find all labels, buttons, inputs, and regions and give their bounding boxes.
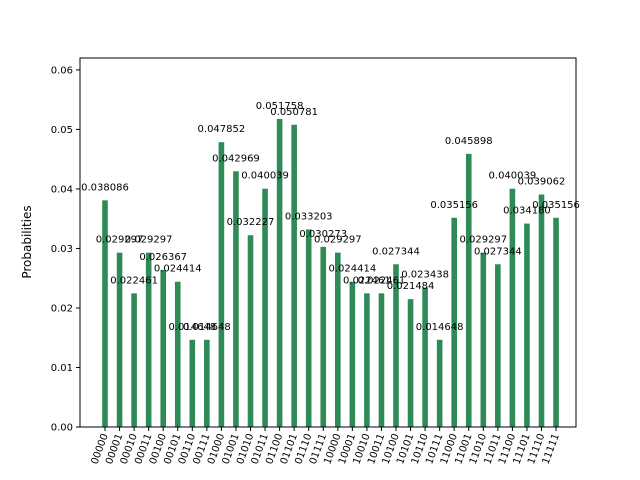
bar-value-label: 0.050781	[270, 107, 318, 118]
bar	[436, 339, 443, 427]
y-tick-label: 0.02	[51, 303, 73, 314]
bar	[465, 153, 472, 427]
bar	[480, 252, 487, 427]
bar	[393, 264, 399, 427]
plot-frame	[79, 57, 577, 428]
bar-value-label: 0.030273	[299, 229, 347, 240]
bar	[174, 281, 181, 427]
bar-value-label: 0.027344	[474, 246, 522, 257]
bar	[349, 281, 356, 427]
bar	[509, 188, 516, 427]
bar	[247, 235, 254, 427]
bar-value-label: 0.042969	[212, 153, 260, 164]
bar-value-label: 0.021484	[387, 281, 435, 292]
y-tick-label: 0.06	[51, 65, 73, 76]
bar-value-label: 0.033203	[285, 211, 333, 222]
bar	[495, 264, 501, 427]
bar-value-label: 0.040039	[489, 171, 537, 182]
bar-value-label: 0.022461	[343, 275, 391, 286]
bar-value-label: 0.027344	[372, 246, 420, 257]
bar	[276, 118, 283, 428]
y-tick-label: 0.01	[51, 363, 73, 374]
bar-value-label: 0.035156	[430, 200, 478, 211]
bar-value-label: 0.045898	[445, 136, 493, 147]
y-tick-label: 0.04	[51, 184, 73, 195]
bar	[218, 142, 225, 427]
bar	[553, 217, 559, 427]
bar-value-label: 0.026367	[139, 252, 187, 263]
bar	[538, 194, 545, 427]
bars-group	[102, 118, 559, 428]
bar	[131, 293, 137, 427]
bar-value-label: 0.029297	[314, 235, 362, 246]
data-labels-group: 0.038086 0.029297 0.022461 0.029297 0.026367…	[81, 101, 580, 333]
y-axis: 0.00 0.01 0.02 0.03 0.04 0.05 0.06	[51, 65, 80, 434]
bar	[524, 223, 530, 427]
bar-value-label: 0.029297	[125, 235, 173, 246]
bar-value-label: 0.032227	[227, 217, 275, 228]
bar	[160, 270, 166, 427]
bar-value-label: 0.022461	[110, 275, 158, 286]
bar-value-label: 0.051758	[256, 101, 304, 112]
bar-value-label: 0.024414	[328, 264, 376, 275]
bar-value-label: 0.035156	[532, 200, 580, 211]
bar-value-label: 0.014648	[183, 322, 231, 333]
bar	[378, 293, 385, 427]
bar-value-label: 0.022461	[358, 275, 406, 286]
bar	[189, 339, 196, 427]
bar	[364, 293, 370, 427]
bar-value-label: 0.029297	[459, 235, 507, 246]
bar	[233, 171, 239, 427]
bar-value-label: 0.014648	[168, 322, 216, 333]
bar	[102, 200, 108, 427]
bar-value-label: 0.014648	[416, 322, 464, 333]
bar	[451, 217, 457, 427]
bar	[422, 287, 428, 427]
bar-value-label: 0.024414	[154, 264, 202, 275]
bar-value-label: 0.034180	[503, 206, 551, 217]
bar-value-label: 0.038086	[81, 182, 129, 193]
bar	[262, 188, 268, 427]
bar	[291, 124, 297, 428]
bar	[335, 252, 341, 427]
y-tick-label: 0.03	[51, 244, 73, 255]
bar	[204, 339, 210, 427]
y-tick-label: 0.00	[51, 423, 73, 434]
bar-value-label: 0.023438	[401, 270, 449, 281]
bar	[116, 252, 123, 427]
bar	[305, 229, 312, 427]
bar	[145, 252, 152, 427]
bar-value-label: 0.047852	[198, 124, 246, 135]
bar-value-label: 0.029297	[96, 235, 144, 246]
bar-value-label: 0.040039	[241, 171, 289, 182]
bar-value-label: 0.039062	[518, 177, 566, 188]
bar	[407, 299, 414, 427]
y-axis-label: Probabilities	[20, 205, 34, 278]
bar	[320, 246, 327, 427]
y-tick-label: 0.05	[51, 125, 73, 136]
